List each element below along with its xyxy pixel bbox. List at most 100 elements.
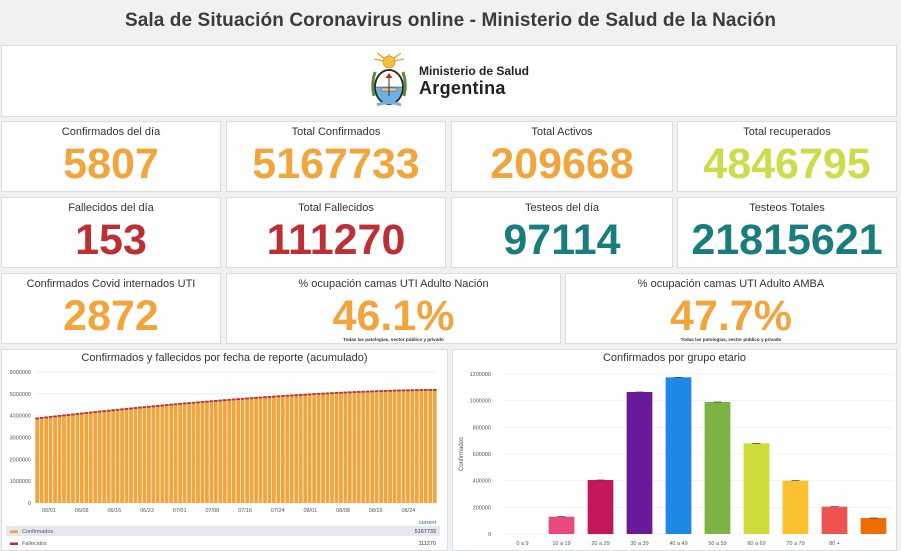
card-fallecidos-dia: Fallecidos del día 153 xyxy=(1,197,221,268)
bar-confirmados xyxy=(343,392,348,503)
card-total-fallecidos: Total Fallecidos 111270 xyxy=(226,197,446,268)
marker-fallecidos xyxy=(245,397,249,400)
x-tick-label: 70 a 79 xyxy=(786,541,804,547)
bar-confirmados xyxy=(289,395,294,503)
bar-confirmados xyxy=(254,398,258,503)
marker-fallecidos xyxy=(379,390,383,392)
marker-fallecidos xyxy=(254,396,258,399)
marker-fallecidos xyxy=(142,406,147,409)
marker-fallecidos xyxy=(330,392,334,395)
bar-confirmados xyxy=(325,393,330,503)
bar-confirmados xyxy=(191,403,196,503)
stat-value: 4846795 xyxy=(703,140,871,188)
bar-confirmados xyxy=(312,394,316,503)
x-tick-label: 08/08 xyxy=(336,508,350,514)
chart-etario: 0 200000 400000 600000 800000 1000000 1200000 C… xyxy=(459,372,893,547)
y-tick-label: 200000 xyxy=(473,505,491,511)
marker-fallecidos xyxy=(343,391,348,394)
bar-confirmados xyxy=(173,404,178,503)
legend-row-bg xyxy=(6,526,440,536)
stat-label: % ocupación camas UTI Adulto AMBA xyxy=(637,278,825,290)
bar-confirmados xyxy=(111,410,115,503)
stat-label: Total Fallecidos xyxy=(298,202,374,214)
bar-confirmados xyxy=(397,390,401,503)
logo-text: Ministerio de Salud Argentina xyxy=(419,64,529,99)
x-tick-label: 07/08 xyxy=(205,508,219,514)
marker-fallecidos xyxy=(267,395,272,398)
bar-confirmados xyxy=(200,402,205,503)
x-tick-label: 60 a 69 xyxy=(747,541,765,547)
legend-swatch xyxy=(10,530,18,533)
marker-fallecidos xyxy=(294,394,299,397)
bar-confirmados xyxy=(276,396,281,503)
marker-fallecidos xyxy=(66,414,71,416)
bar-confirmados xyxy=(330,393,334,503)
bar-confirmados xyxy=(124,409,129,503)
bar-confirmados xyxy=(155,406,160,503)
legend-swatch xyxy=(10,542,18,545)
y-tick-label: 600000 xyxy=(473,452,491,458)
x-tick-label: 06/01 xyxy=(42,508,56,514)
marker-fallecidos xyxy=(173,403,178,406)
stat-label: Confirmados Covid internados UTI xyxy=(26,278,196,290)
marker-fallecidos xyxy=(432,388,437,391)
marker-fallecidos xyxy=(146,405,151,408)
bar-confirmados xyxy=(66,415,71,503)
y-axis-label: Confirmados xyxy=(459,437,465,471)
bar-confirmados xyxy=(35,418,40,503)
marker-fallecidos xyxy=(209,400,214,403)
bar-confirmados xyxy=(267,397,272,503)
y-tick-label: 0 xyxy=(488,532,491,538)
x-tick-label: 06/16 xyxy=(107,508,121,514)
marker-fallecidos xyxy=(374,390,379,393)
bar-confirmados xyxy=(352,392,357,503)
bar-confirmados xyxy=(428,390,433,503)
bar-confirmados xyxy=(307,394,312,503)
marker-fallecidos xyxy=(236,398,241,401)
bar-confirmados xyxy=(160,405,165,503)
bar-confirmados xyxy=(294,395,299,503)
bar-confirmados xyxy=(419,390,424,503)
marker-fallecidos xyxy=(44,416,48,419)
x-tick-label: 08/01 xyxy=(303,508,317,514)
x-tick-label: 0 a 9 xyxy=(516,541,528,547)
bar-confirmados xyxy=(423,390,428,503)
marker-fallecidos xyxy=(356,390,361,393)
bar-confirmados xyxy=(75,414,80,503)
marker-fallecidos xyxy=(370,390,375,393)
marker-fallecidos xyxy=(88,411,93,414)
stat-label: Testeos Totales xyxy=(749,202,825,214)
stat-value: 46.1% xyxy=(332,292,455,340)
bar-confirmados xyxy=(138,407,142,503)
marker-fallecidos xyxy=(392,389,397,392)
stat-value: 111270 xyxy=(266,216,406,264)
bar-confirmados xyxy=(334,393,339,503)
marker-fallecidos xyxy=(196,401,200,404)
marker-fallecidos xyxy=(39,417,44,419)
stat-value: 97114 xyxy=(503,216,621,264)
bar-confirmados xyxy=(142,407,147,503)
marker-fallecidos xyxy=(218,399,223,402)
bar-confirmados xyxy=(374,391,379,503)
bar-confirmados xyxy=(227,400,232,503)
marker-fallecidos xyxy=(75,413,80,415)
stat-note: Todas las patologías, sector público y p… xyxy=(680,337,782,342)
bar-confirmados xyxy=(102,411,107,503)
x-tick-label: 80 + xyxy=(829,541,840,547)
marker-fallecidos xyxy=(272,395,276,398)
bar-confirmados xyxy=(71,414,75,503)
bar-confirmados xyxy=(432,390,437,503)
bar-confirmados xyxy=(347,392,352,503)
bar-confirmados xyxy=(401,390,406,503)
marker-fallecidos xyxy=(200,401,205,403)
stat-value: 209668 xyxy=(490,140,634,188)
ministerio-logo: Ministerio de Salud Argentina xyxy=(369,52,529,110)
marker-fallecidos xyxy=(365,390,370,393)
bar-confirmados xyxy=(356,392,361,503)
x-tick-label: 07/24 xyxy=(271,508,285,514)
marker-fallecidos xyxy=(401,389,406,392)
marker-fallecidos xyxy=(111,409,115,412)
marker-fallecidos xyxy=(222,399,227,402)
bar-confirmados xyxy=(187,403,191,503)
